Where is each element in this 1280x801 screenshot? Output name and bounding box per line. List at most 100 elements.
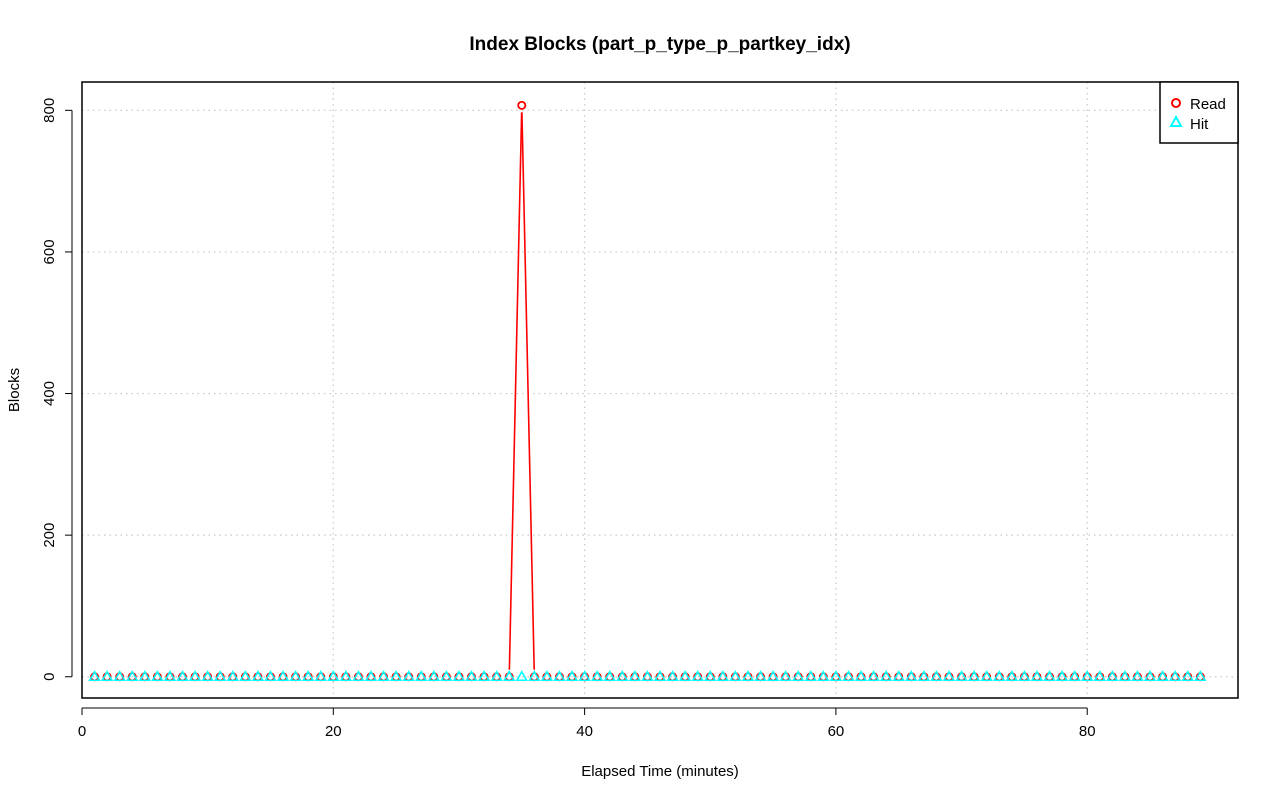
hit-point — [402, 670, 415, 682]
hit-point — [930, 670, 943, 682]
hit-point — [427, 670, 440, 682]
hit-point — [477, 670, 491, 682]
hit-point — [854, 670, 868, 682]
hit-point — [126, 670, 139, 682]
grid — [81, 82, 1238, 698]
hit-point — [1181, 670, 1194, 682]
hit-point — [138, 670, 151, 682]
x-tick-label: 20 — [325, 723, 342, 740]
x-axis-label: Elapsed Time (minutes) — [581, 763, 739, 780]
hit-point — [503, 670, 516, 682]
hit-point — [377, 670, 390, 682]
hit-point — [591, 670, 604, 682]
hit-point — [829, 670, 843, 682]
hit-point — [214, 670, 227, 682]
hit-point — [716, 670, 729, 682]
hit-point — [804, 670, 817, 682]
hit-point — [603, 670, 616, 682]
hit-point — [1018, 670, 1031, 682]
hit-point — [867, 670, 880, 682]
hit-point — [1106, 670, 1119, 682]
read-point — [517, 100, 527, 110]
hit-point — [1055, 670, 1069, 682]
hit-point — [1093, 670, 1106, 682]
x-tick-label: 60 — [828, 723, 845, 740]
y-tick-label: 0 — [41, 673, 58, 681]
hit-point — [1081, 670, 1094, 682]
x-tick-label: 0 — [78, 723, 86, 740]
hit-point — [314, 670, 327, 682]
hit-point — [1030, 670, 1044, 682]
read-line-segment — [508, 112, 523, 670]
hit-point — [880, 670, 893, 682]
hit-point — [792, 670, 805, 682]
hit-point — [1005, 670, 1018, 682]
hit-point — [440, 670, 453, 682]
hit-point — [389, 670, 403, 682]
hit-point — [729, 670, 742, 682]
hit-point — [415, 670, 428, 682]
hit-point — [113, 670, 126, 682]
x-tick-label: 80 — [1079, 723, 1096, 740]
legend: Read Hit — [1159, 81, 1239, 144]
hit-point — [163, 670, 177, 682]
legend-read-label: Read — [1190, 96, 1226, 113]
legend-hit-label: Hit — [1190, 116, 1209, 133]
hit-point — [967, 670, 981, 682]
hit-point — [327, 670, 340, 682]
y-tick-label: 800 — [41, 98, 58, 123]
hit-point — [905, 670, 918, 682]
hit-point — [289, 670, 302, 682]
chart-title: Index Blocks (part_p_type_p_partkey_idx) — [469, 34, 850, 55]
x-axis: 0 20 40 60 80 — [78, 707, 1096, 740]
hit-point — [917, 670, 931, 682]
hit-point — [553, 670, 566, 682]
hit-point — [352, 670, 365, 682]
hit-point — [151, 670, 164, 682]
hit-point — [339, 670, 353, 682]
hit-point — [251, 670, 265, 682]
y-axis: 0 200 400 600 800 — [41, 98, 73, 681]
hit-point — [1118, 670, 1132, 682]
hit-point — [704, 670, 717, 682]
hit-point — [754, 670, 767, 682]
hit-point — [779, 670, 792, 682]
hit-point — [188, 670, 202, 682]
y-tick-label: 400 — [41, 381, 58, 406]
hit-point — [528, 670, 541, 682]
hit-point — [364, 670, 378, 682]
hit-point — [276, 670, 290, 682]
hit-point — [1131, 670, 1144, 682]
read-line-segment — [521, 112, 535, 670]
hit-point — [226, 670, 239, 682]
hit-point — [993, 670, 1006, 682]
hit-point — [1068, 670, 1081, 682]
hit-point — [817, 670, 830, 682]
hit-point — [1043, 670, 1056, 682]
hit-point — [578, 670, 591, 682]
hit-point — [641, 670, 654, 682]
hit-point — [616, 670, 629, 682]
hit-point — [666, 670, 679, 682]
hit-point — [653, 670, 667, 682]
series-layer — [88, 100, 1207, 682]
hit-point — [302, 670, 315, 682]
hit-point — [842, 670, 855, 682]
hit-point — [490, 670, 503, 682]
x-tick-label: 40 — [576, 723, 593, 740]
hit-point — [1194, 670, 1207, 682]
hit-point — [955, 670, 968, 682]
hit-point — [1143, 670, 1157, 682]
legend-box — [1159, 81, 1239, 144]
y-axis-label: Blocks — [6, 368, 23, 412]
hit-point — [741, 670, 755, 682]
legend-read-marker — [1171, 98, 1181, 108]
hit-point — [239, 670, 252, 682]
series-hit — [88, 670, 1207, 682]
hit-point — [628, 670, 642, 682]
hit-point — [515, 670, 528, 682]
plot-box — [81, 81, 1239, 699]
hit-point — [892, 670, 905, 682]
